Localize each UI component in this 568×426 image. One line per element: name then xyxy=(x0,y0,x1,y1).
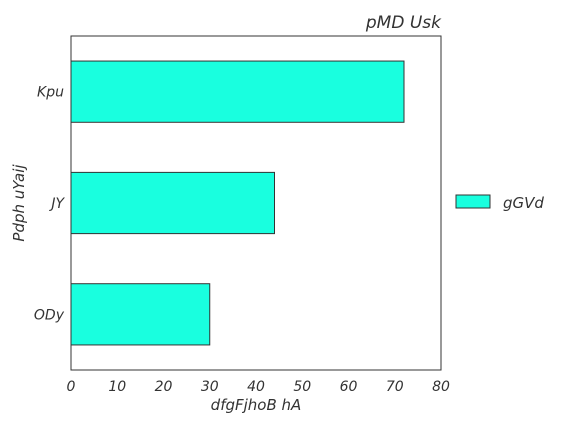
y-tick-label: Kpu xyxy=(37,85,64,101)
legend: gGVd xyxy=(455,194,544,212)
x-tick-label: 10 xyxy=(108,379,126,395)
x-tick-label: 0 xyxy=(67,379,76,395)
x-tick-label: 40 xyxy=(247,379,265,395)
y-tick-label: JY xyxy=(48,196,65,212)
bar-kpu xyxy=(70,60,405,123)
x-tick-label: 20 xyxy=(155,379,173,395)
x-tick-label: 50 xyxy=(293,379,311,395)
y-axis-ticks: Kpu JY ODy xyxy=(34,85,66,324)
bars-group xyxy=(70,60,405,346)
x-axis-ticks: 0 10 20 30 40 50 60 70 80 xyxy=(67,379,450,395)
x-tick-label: 80 xyxy=(432,379,450,395)
chart-title: pMD Usk xyxy=(365,13,442,33)
legend-label: gGVd xyxy=(503,194,544,212)
y-tick-label: ODy xyxy=(34,307,65,323)
x-tick-label: 60 xyxy=(340,379,358,395)
legend-swatch xyxy=(455,194,491,209)
bar-ody xyxy=(70,283,211,346)
x-tick-label: 30 xyxy=(201,379,219,395)
x-tick-label: 70 xyxy=(386,379,404,395)
bar-jy xyxy=(70,171,275,235)
x-axis-title: dfgFjhoB hA xyxy=(211,396,302,414)
plot-frame xyxy=(70,35,442,371)
y-axis-title: Pdph uYaij xyxy=(10,164,28,242)
